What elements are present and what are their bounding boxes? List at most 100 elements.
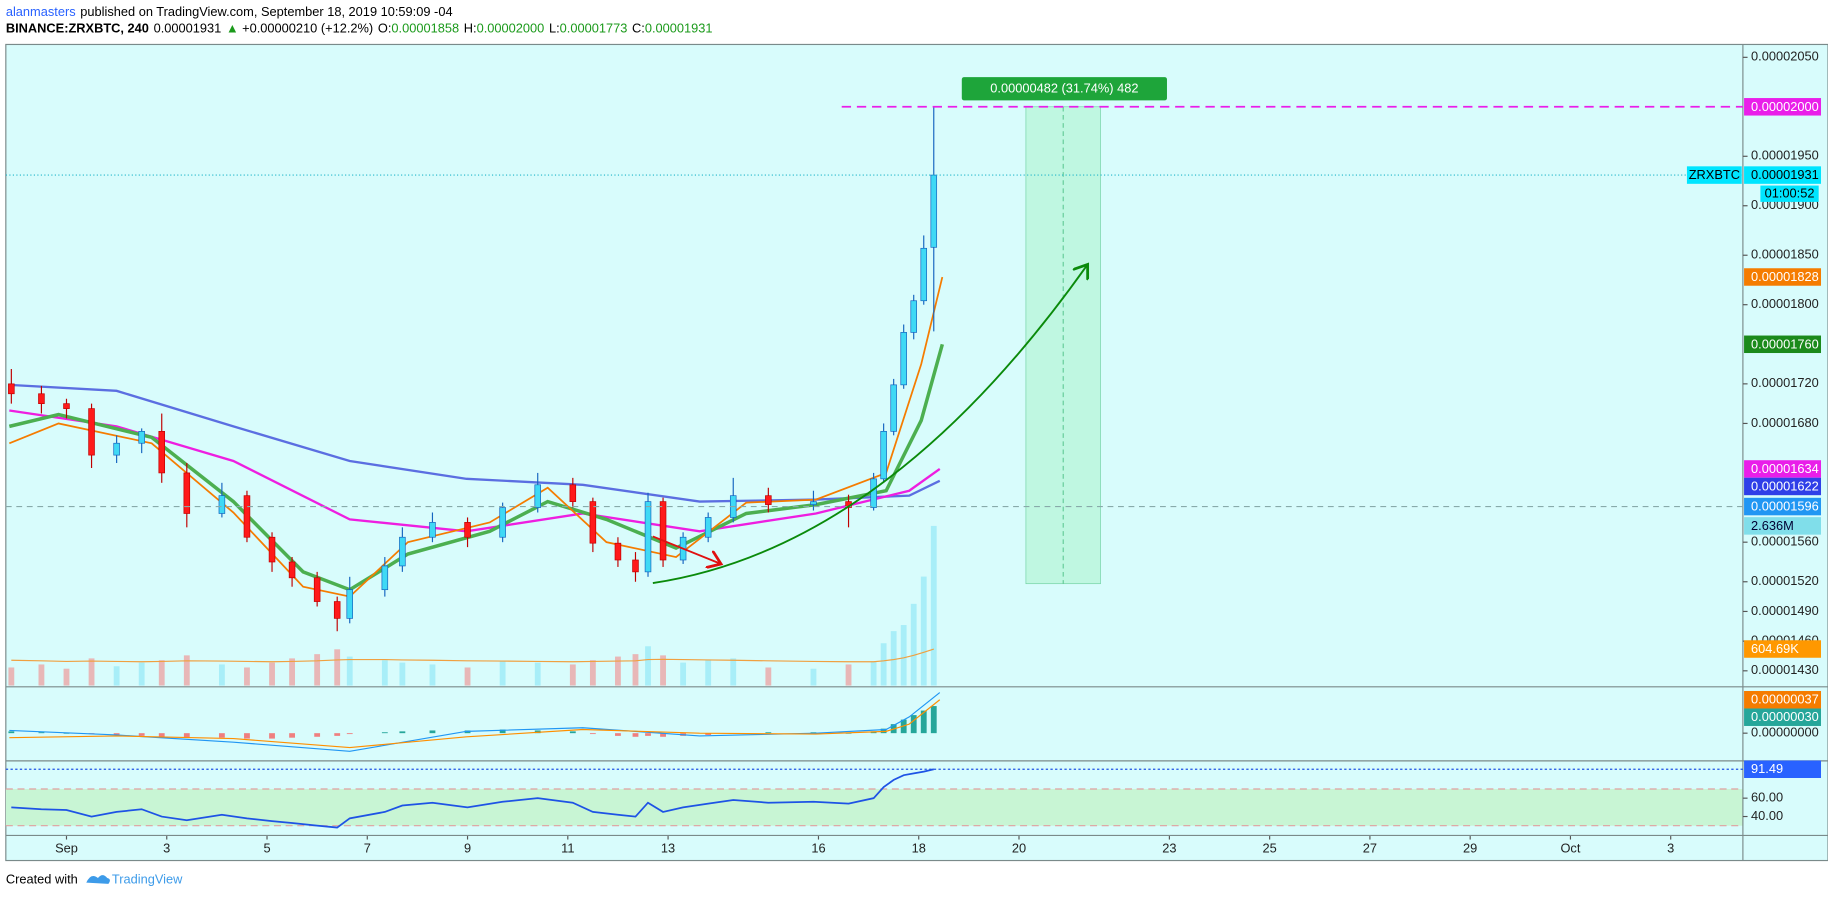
last-price: 0.00001931 (154, 21, 222, 36)
price-badge: 0.00002000 (1751, 99, 1819, 114)
volume-bar (138, 662, 145, 686)
volume-bar (183, 655, 190, 686)
x-tick-label: 11 (561, 840, 574, 855)
volume-bar (88, 658, 95, 686)
macd-histogram (244, 733, 250, 739)
rsi-line (11, 768, 935, 829)
author: alanmasters (6, 4, 76, 19)
volume-bar (464, 667, 471, 686)
macd-histogram (615, 733, 621, 736)
candle-body (381, 565, 389, 591)
x-tick-label: 23 (1162, 840, 1176, 855)
volume-bar (218, 664, 225, 686)
x-tick-label: Sep (55, 840, 78, 855)
moving-average (8, 343, 945, 592)
candle-body (464, 522, 471, 538)
candle-body (644, 501, 652, 573)
macd-histogram (589, 733, 596, 735)
y-tick-label: 0.00001560 (1751, 534, 1819, 549)
volume-bar (810, 668, 817, 686)
volume-bar (900, 625, 907, 686)
panes: 0.00000482 (31.74%) 482 0.00002050 0.00001… (5, 44, 1828, 861)
symbol-badge-bg (1686, 166, 1742, 184)
x-tick-label: 9 (464, 840, 471, 855)
volume-bar (244, 667, 250, 686)
macd-histogram (765, 732, 772, 734)
rsi-tick-label: 40.00 (1751, 808, 1783, 823)
volume-bar (534, 662, 541, 686)
rsi-badge: 91.49 (1751, 761, 1783, 776)
volume-bar (334, 649, 341, 686)
candle-body (810, 501, 817, 505)
macd-badge: 0.00000037 (1751, 692, 1819, 707)
volume-badge-bg (1744, 640, 1822, 658)
rsi-badge-bg (1744, 760, 1822, 778)
macd-histogram (218, 733, 225, 738)
candle-body (870, 478, 877, 508)
macd-histogram (499, 729, 506, 734)
ohlc-label: L: (549, 21, 560, 36)
main-pane (8, 106, 1101, 686)
candle-body (632, 559, 639, 573)
chart-background (5, 43, 1828, 862)
volume-bar (8, 667, 15, 686)
macd-histogram (138, 733, 145, 736)
macd-badge: 0.00000030 (1751, 709, 1819, 724)
candle-body (218, 495, 226, 514)
price-badge-bg (1744, 335, 1822, 354)
candle-body (38, 393, 45, 405)
volume-ma (11, 648, 934, 663)
volume-bar (910, 603, 917, 686)
symbol: BINANCE:ZRXBTC, 240 (6, 21, 149, 36)
macd-histogram (569, 731, 576, 734)
price-badge-bg (1744, 460, 1822, 478)
ohlc-label: O: (378, 21, 392, 36)
x-tick-label: 25 (1263, 840, 1277, 855)
volume-bar (63, 668, 70, 686)
y-tick-label: 0.00001430 (1751, 662, 1819, 677)
brand-logo (86, 875, 110, 884)
macd-tick-label: 0.00000000 (1751, 725, 1819, 740)
volume-bar (765, 667, 772, 686)
candle-body (333, 601, 341, 619)
volume-bar (632, 654, 639, 686)
candle-body (288, 561, 296, 579)
macd-histogram (63, 733, 70, 734)
candle-body (138, 431, 145, 444)
footer-brand: TradingView (112, 872, 183, 887)
volume-bar (269, 662, 275, 686)
volume-bar (680, 662, 687, 686)
volume-badge: 604.69K (1751, 641, 1799, 656)
volume-bar (399, 662, 406, 686)
candle-body (346, 589, 353, 619)
rsi-pane (5, 768, 1743, 829)
price-badge: 0.00001828 (1751, 269, 1819, 284)
y-tick-label: 0.00001520 (1751, 573, 1819, 588)
arrow: ▲ (226, 21, 239, 36)
x-tick-label: 3 (163, 840, 170, 855)
candle-body (8, 383, 15, 395)
candle-body (569, 484, 577, 502)
macd-histogram (346, 733, 353, 735)
candle-body (880, 431, 887, 480)
candle-body (183, 472, 191, 514)
macd-histogram (920, 710, 927, 734)
candle-body (900, 332, 907, 386)
red-arrow (652, 535, 719, 563)
volume-bar (314, 654, 321, 686)
price-badge-bg (1744, 497, 1822, 516)
macd-histogram (381, 732, 388, 734)
x-tick-label: 13 (661, 840, 675, 855)
candle-body (429, 522, 436, 538)
candle-body (88, 408, 95, 456)
x-tick-label: 16 (811, 840, 825, 855)
volume-bar (645, 646, 651, 686)
macd-line (9, 692, 941, 752)
volume-bar (289, 658, 295, 686)
volume-bar (930, 525, 937, 686)
rsi-tick-label: 60.00 (1751, 790, 1783, 805)
moving-average (9, 409, 941, 533)
candle-body (63, 403, 70, 409)
volume-bar (429, 664, 436, 686)
